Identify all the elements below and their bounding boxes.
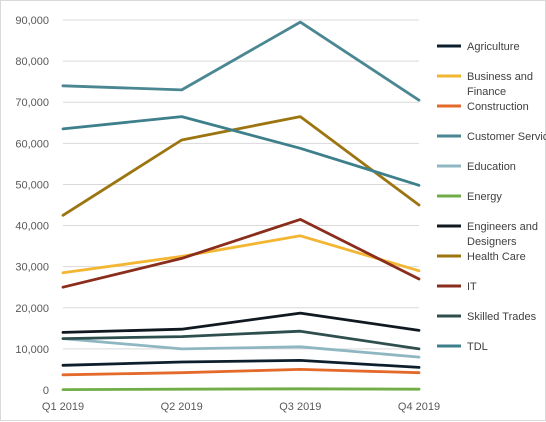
series-line-energy (61, 387, 421, 392)
legend-label: Agriculture (467, 41, 520, 53)
series-line-agriculture (61, 358, 421, 369)
legend-label: Customer Service (467, 131, 546, 143)
y-tick-label: 70,000 (15, 97, 49, 109)
series-lines (61, 20, 421, 392)
y-tick-label: 80,000 (15, 56, 49, 68)
legend-label: Health Care (467, 251, 526, 263)
series-line-tdl (61, 115, 421, 187)
legend-label: Skilled Trades (467, 311, 537, 323)
series-line-it (61, 217, 421, 289)
series-line-skilled-trades (61, 329, 421, 351)
y-tick-label: 0 (43, 385, 49, 397)
legend-label: Engineers and Designers (467, 221, 538, 248)
y-tick-label: 60,000 (15, 138, 49, 150)
y-tick-label: 90,000 (15, 15, 49, 27)
x-tick-label: Q4 2019 (398, 401, 440, 413)
y-tick-label: 40,000 (15, 221, 49, 233)
y-tick-label: 30,000 (15, 262, 49, 274)
series-line-construction (61, 367, 421, 377)
series-line-education (61, 337, 421, 359)
series-line-business-and-finance (61, 234, 421, 275)
x-tick-label: Q2 2019 (161, 401, 203, 413)
series-line-customer-service (61, 20, 421, 102)
series-line-health-care (61, 115, 421, 217)
x-tick-label: Q3 2019 (279, 401, 321, 413)
legend: Agriculture Business and Finance Constructi… (437, 41, 546, 353)
legend-label: Business and Finance (467, 71, 533, 98)
legend-label: IT (467, 281, 477, 293)
legend-label: TDL (467, 341, 488, 353)
legend-label: Energy (467, 191, 502, 203)
x-tick-label: Q1 2019 (42, 401, 84, 413)
y-tick-label: 50,000 (15, 179, 49, 191)
y-tick-label: 10,000 (15, 344, 49, 356)
legend-label: Construction (467, 101, 529, 113)
y-tick-label: 20,000 (15, 303, 49, 315)
y-axis: 0 10,000 20,000 30,000 40,000 50,000 60,000 70,… (15, 15, 49, 397)
gridlines (63, 19, 419, 391)
legend-label: Education (467, 161, 516, 173)
series-line-engineers-and-designers (61, 311, 421, 334)
x-axis: Q1 2019 Q2 2019 Q3 2019 Q4 2019 (42, 401, 440, 413)
